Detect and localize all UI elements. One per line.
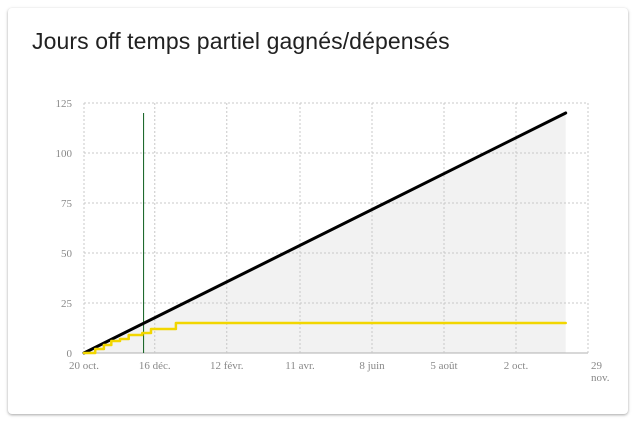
y-tick-label: 0 (67, 348, 73, 360)
x-tick-label: 11 avr. (285, 360, 315, 372)
chart-title: Jours off temps partiel gagnés/dépensés (32, 28, 450, 54)
y-tick-label: 25 (61, 298, 73, 310)
y-tick-label: 50 (61, 248, 73, 260)
series-line-gagnes (82, 111, 568, 355)
x-tick-label: nov. (591, 372, 610, 384)
x-tick-label: 5 août (430, 360, 457, 372)
y-tick-label: 125 (56, 98, 73, 110)
x-tick-label: 2 oct. (504, 360, 529, 372)
y-tick-label: 100 (56, 148, 73, 160)
y-tick-label: 75 (61, 198, 73, 210)
x-tick-label: 12 févr. (210, 360, 244, 372)
series-line-depenses (82, 321, 567, 355)
x-tick-label: 20 oct. (69, 360, 99, 372)
x-tick-label: 16 déc. (139, 360, 171, 372)
x-tick-label: 29 (591, 360, 603, 372)
x-tick-label: 8 juin (359, 360, 385, 372)
